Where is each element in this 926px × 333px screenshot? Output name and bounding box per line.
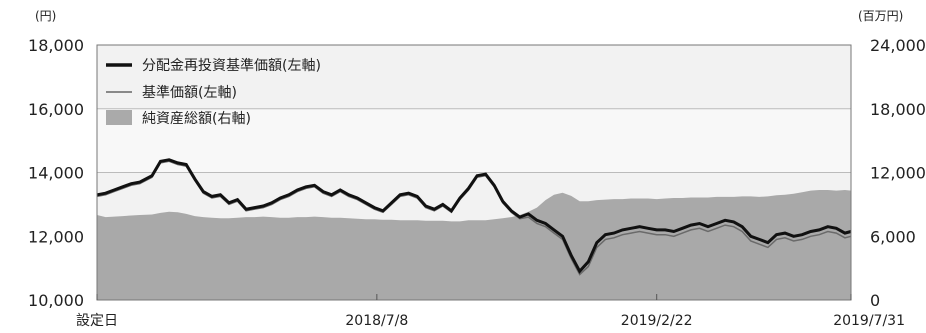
x-axis: 設定日 2018/7/8 2019/2/22 2019/7/31 [76, 313, 905, 329]
plot-frame [96, 44, 852, 301]
left-axis: 10,000 12,000 14,000 16,000 18,000 [28, 36, 84, 310]
x-tick-label: 設定日 [76, 313, 118, 329]
reinvested-nav-line [96, 158, 852, 274]
left-axis-unit: (円) [35, 9, 56, 23]
right-tick-label: 6,000 [870, 227, 916, 246]
left-tick-label: 10,000 [28, 291, 84, 310]
right-axis: 0 6,000 12,000 18,000 24,000 [870, 36, 926, 310]
left-tick-label: 16,000 [28, 100, 84, 119]
x-tick-label: 2018/7/8 [345, 313, 408, 329]
right-tick-label: 0 [870, 291, 880, 310]
legend: 分配金再投資基準価額(左軸) 基準価額(左軸) 純資産総額(右軸) [106, 57, 321, 127]
right-tick-label: 18,000 [870, 100, 926, 119]
right-axis-unit: (百万円) [858, 9, 903, 23]
left-tick-label: 14,000 [28, 164, 84, 183]
x-tick-label: 2019/7/31 [833, 313, 905, 329]
right-tick-label: 24,000 [870, 36, 926, 55]
legend-label-net-assets: 純資産総額(右軸) [142, 111, 251, 127]
legend-label-nav: 基準価額(左軸) [142, 84, 237, 101]
net-assets-area [97, 190, 851, 300]
right-tick-label: 12,000 [870, 164, 926, 183]
legend-swatch-net-assets [106, 110, 132, 125]
left-tick-label: 18,000 [28, 36, 84, 55]
left-tick-label: 12,000 [28, 227, 84, 246]
legend-label-reinvested-nav: 分配金再投資基準価額(左軸) [142, 57, 321, 74]
x-tick-label: 2019/2/22 [621, 313, 693, 329]
plot-band-light [97, 108, 851, 173]
x-tick-marks [96, 294, 852, 300]
